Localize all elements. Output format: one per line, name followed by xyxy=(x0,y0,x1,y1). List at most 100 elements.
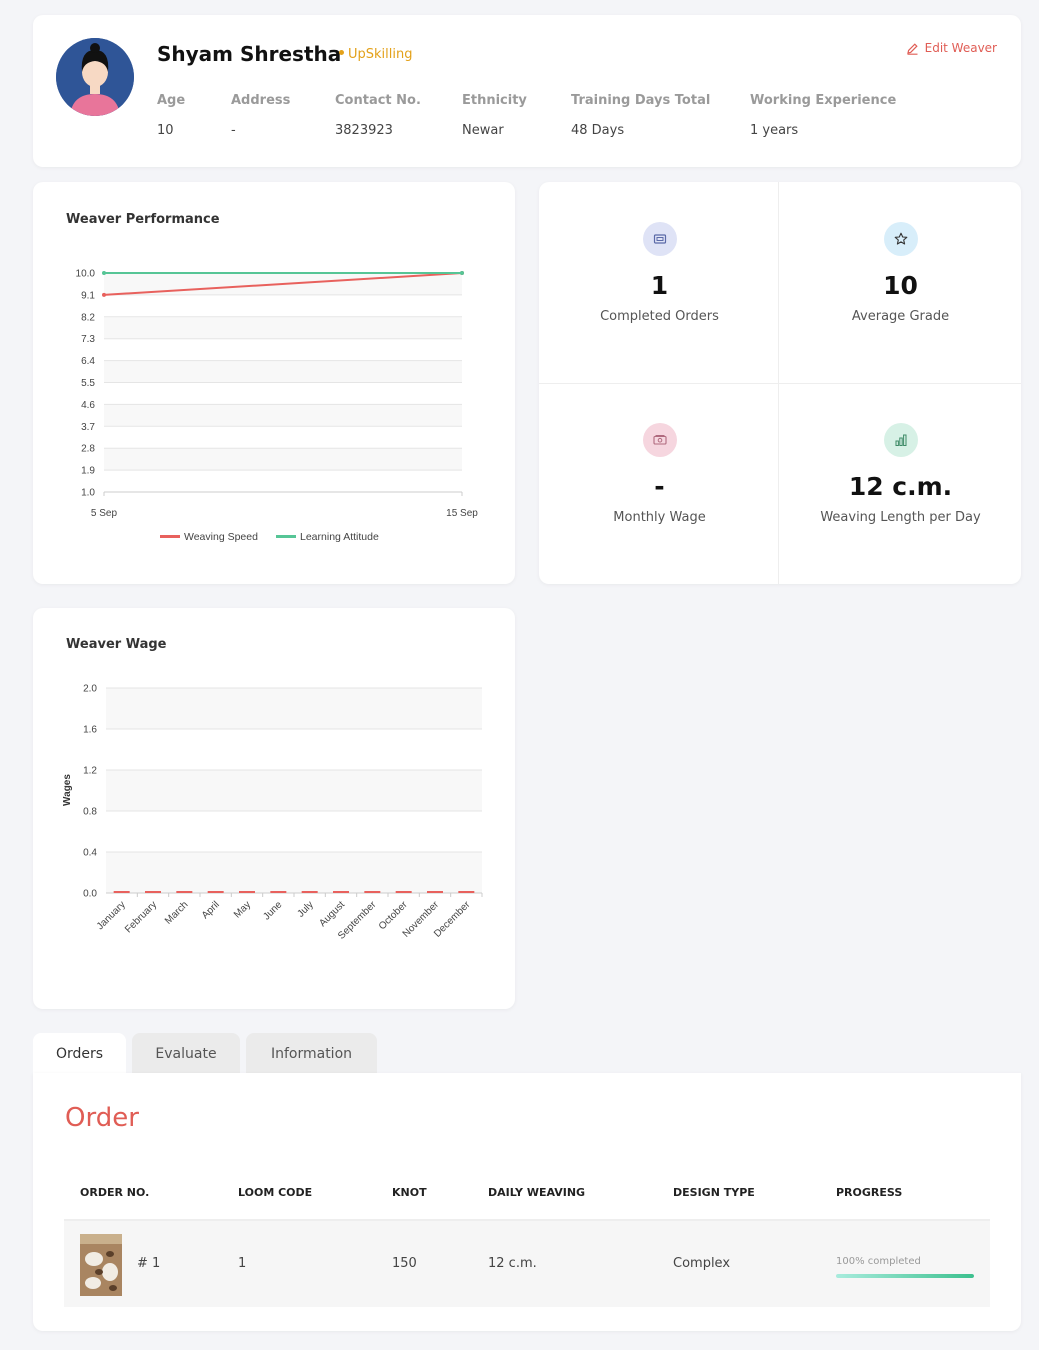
data-point xyxy=(102,292,106,297)
field-working-experience: Working Experience 1 years xyxy=(750,93,896,138)
wage-card: Weaver Wage 2.0 1.6 1.2 0.8 0.4 0.0 Wages Janua… xyxy=(33,608,515,1009)
field-ethnicity: Ethnicity Newar xyxy=(462,93,527,138)
field-age: Age 10 xyxy=(157,93,185,138)
profile-card: Shyam Shrestha UpSkilling Edit Weaver Ag… xyxy=(33,15,1021,167)
stat-value: - xyxy=(654,472,665,501)
y-tick-label: 0.8 xyxy=(83,807,97,818)
stat-label: Monthly Wage xyxy=(613,510,706,525)
field-value: Newar xyxy=(462,123,504,138)
y-tick-label: 5.5 xyxy=(81,378,95,389)
cell-knot: 150 xyxy=(392,1256,417,1271)
performance-card: Weaver Performance 10.0 9.1 8.2 7.3 6.4 5.5 4.… xyxy=(33,182,515,584)
wage-bar xyxy=(239,891,255,893)
field-value: 1 years xyxy=(750,123,799,138)
field-value: 3823923 xyxy=(335,123,393,138)
data-point xyxy=(460,271,464,275)
field-label: Ethnicity xyxy=(462,93,527,108)
performance-chart: 10.0 9.1 8.2 7.3 6.4 5.5 4.6 3.7 2.8 1.9 1.0 5 Sep 1… xyxy=(76,269,479,544)
stat-weaving-length: 12 c.m. Weaving Length per Day xyxy=(780,383,1021,584)
stat-completed-orders: 1 Completed Orders xyxy=(539,182,780,383)
cell-design-type: Complex xyxy=(673,1256,731,1271)
stat-label: Average Grade xyxy=(851,309,950,324)
wage-bar xyxy=(364,891,381,893)
progress-fill xyxy=(836,1274,974,1278)
y-tick-label: 6.4 xyxy=(81,356,95,367)
table-row[interactable] xyxy=(64,1221,990,1307)
column-header: DAILY WEAVING xyxy=(488,1186,586,1199)
wage-bar xyxy=(333,891,349,893)
cell-daily-weaving: 12 c.m. xyxy=(488,1256,537,1271)
orders-panel: Order ORDER NO. LOOM CODE KNOT DAILY WEA… xyxy=(33,1073,1021,1331)
legend-label: Weaving Speed xyxy=(184,531,258,543)
tab-information[interactable]: Information xyxy=(246,1033,377,1074)
field-label: Training Days Total xyxy=(571,93,711,108)
progress-text: 100% completed xyxy=(836,1256,921,1267)
wage-bar xyxy=(145,891,161,893)
tab-orders[interactable]: Orders xyxy=(33,1033,126,1074)
field-label: Age xyxy=(157,93,186,108)
y-tick-label: 10.0 xyxy=(76,269,96,280)
progress-bar xyxy=(836,1274,974,1278)
cell-order-no: # 1 xyxy=(137,1256,161,1271)
x-tick-label: February xyxy=(123,899,159,935)
wage-bar xyxy=(207,891,224,893)
series-line xyxy=(103,272,463,296)
rug-thumbnail xyxy=(80,1234,122,1296)
wage-icon xyxy=(642,423,677,457)
y-tick-label: 4.6 xyxy=(81,400,95,411)
column-header: PROGRESS xyxy=(836,1186,903,1199)
stat-monthly-wage: - Monthly Wage xyxy=(539,383,780,584)
grid-band xyxy=(104,404,462,427)
x-tick-label: March xyxy=(163,899,190,926)
orders-icon xyxy=(642,222,677,256)
x-tick-label: July xyxy=(295,899,315,919)
stat-value: 10 xyxy=(883,271,918,300)
edit-weaver-button[interactable]: Edit Weaver xyxy=(906,41,997,55)
grid-band xyxy=(104,360,462,383)
cell-loom-code: 1 xyxy=(238,1256,247,1271)
grid-band xyxy=(106,688,482,729)
stat-value: 12 c.m. xyxy=(848,472,953,501)
column-header: KNOT xyxy=(392,1186,427,1199)
column-header: LOOM CODE xyxy=(238,1186,313,1199)
weaver-name: Shyam Shrestha xyxy=(157,42,342,66)
field-contact: Contact No. 3823923 xyxy=(335,93,421,138)
grid-band xyxy=(106,770,482,811)
y-tick-label: 1.9 xyxy=(81,466,95,477)
status-dot-icon xyxy=(339,50,344,55)
star-icon xyxy=(883,222,918,256)
stats-card: 1 Completed Orders 10 Average Grade - Mo… xyxy=(539,182,1021,584)
wage-bar xyxy=(113,891,130,893)
avatar xyxy=(56,38,134,116)
x-tick-label: April xyxy=(200,899,222,921)
y-tick-label: 1.2 xyxy=(83,766,97,777)
bar-chart-icon xyxy=(883,423,918,457)
field-training-days: Training Days Total 48 Days xyxy=(571,93,710,138)
y-axis-label: Wages xyxy=(62,774,73,806)
legend-swatch xyxy=(160,535,180,538)
status-label: UpSkilling xyxy=(348,47,413,62)
x-tick-label: 5 Sep xyxy=(91,508,118,519)
wage-bar xyxy=(301,891,318,893)
grid-band xyxy=(106,852,482,893)
wage-bar xyxy=(458,891,475,893)
field-label: Address xyxy=(231,93,291,108)
y-tick-label: 0.4 xyxy=(83,848,97,859)
header-divider xyxy=(64,1219,990,1221)
wage-bar xyxy=(427,891,443,893)
column-header: ORDER NO. xyxy=(80,1186,150,1199)
stat-label: Weaving Length per Day xyxy=(820,510,981,525)
x-tick-label: 15 Sep xyxy=(446,508,478,519)
wage-bar xyxy=(176,891,193,893)
y-tick-label: 1.6 xyxy=(83,725,97,736)
status-badge: UpSkilling xyxy=(339,47,413,62)
stat-value: 1 xyxy=(650,271,669,300)
data-point xyxy=(102,271,106,275)
y-tick-label: 9.1 xyxy=(81,290,95,301)
tab-evaluate[interactable]: Evaluate xyxy=(132,1033,240,1074)
stat-average-grade: 10 Average Grade xyxy=(780,182,1021,383)
pencil-icon xyxy=(906,42,918,55)
x-tick-label: August xyxy=(317,899,347,929)
stat-label: Completed Orders xyxy=(600,309,719,324)
